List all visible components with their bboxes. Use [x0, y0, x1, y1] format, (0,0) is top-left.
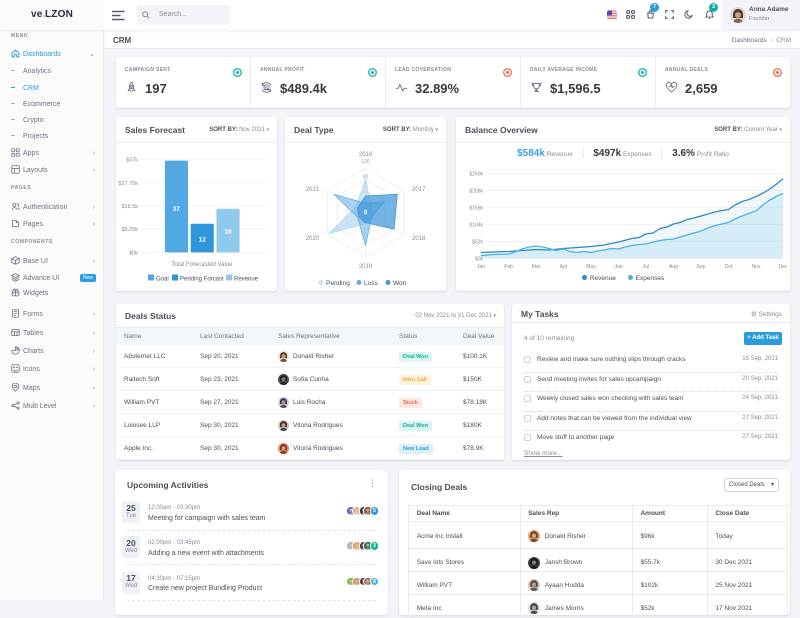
svg-text:Won: Won: [393, 280, 407, 287]
svg-text:Pending: Pending: [326, 280, 350, 287]
svg-text:Mar: Mar: [532, 264, 541, 270]
svg-text:$9.25k: $9.25k: [121, 227, 138, 233]
svg-text:Loss: Loss: [364, 280, 378, 287]
svg-text:2021: 2021: [306, 187, 320, 193]
svg-text:2016: 2016: [359, 152, 373, 158]
svg-text:12: 12: [199, 236, 207, 243]
svg-text:120: 120: [361, 159, 370, 165]
svg-text:$37k: $37k: [126, 157, 138, 163]
svg-text:2019: 2019: [359, 264, 373, 270]
svg-text:37: 37: [173, 206, 181, 213]
svg-text:$104k: $104k: [469, 223, 483, 229]
svg-text:Jan: Jan: [477, 264, 485, 270]
svg-text:2018: 2018: [412, 236, 426, 242]
svg-text:$18.5k: $18.5k: [121, 204, 138, 210]
svg-text:18: 18: [224, 228, 232, 235]
svg-text:Dec: Dec: [779, 264, 787, 270]
svg-text:Apr: Apr: [560, 264, 568, 270]
svg-text:Total Forecasted Value: Total Forecasted Value: [172, 262, 234, 268]
svg-text:$0k: $0k: [475, 257, 484, 263]
svg-text:Oct: Oct: [725, 264, 733, 270]
svg-text:Jun: Jun: [614, 264, 622, 270]
svg-text:$208k: $208k: [469, 189, 483, 195]
svg-text:$27.75k: $27.75k: [118, 181, 138, 187]
svg-text:Sep: Sep: [697, 264, 706, 270]
svg-text:Jul: Jul: [643, 264, 649, 270]
svg-text:60: 60: [363, 190, 369, 196]
svg-text:Revenue: Revenue: [234, 277, 259, 283]
svg-text:$260k: $260k: [469, 172, 483, 178]
svg-text:$0k: $0k: [129, 250, 138, 256]
svg-text:$156k: $156k: [469, 206, 483, 212]
svg-text:2020: 2020: [306, 236, 320, 242]
svg-text:2017: 2017: [412, 187, 426, 193]
svg-text:Pending Forcast: Pending Forcast: [180, 277, 224, 283]
svg-text:0: 0: [364, 210, 367, 216]
svg-text:May: May: [586, 264, 596, 270]
svg-text:$52k: $52k: [472, 240, 483, 246]
svg-text:Nov: Nov: [752, 264, 761, 270]
svg-text:Goal: Goal: [156, 277, 169, 283]
svg-text:$: $: [265, 85, 268, 91]
svg-text:Feb: Feb: [504, 264, 513, 270]
svg-text:Aug: Aug: [669, 264, 678, 270]
svg-text:90: 90: [363, 175, 369, 181]
